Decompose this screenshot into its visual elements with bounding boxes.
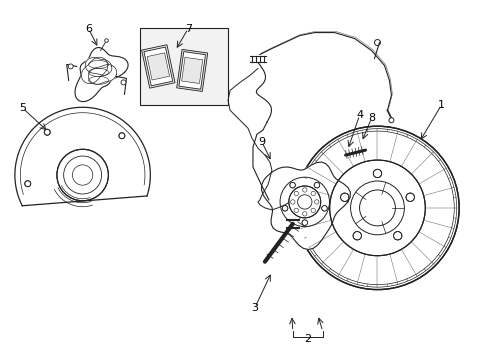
- Circle shape: [313, 183, 319, 188]
- Text: 7: 7: [184, 24, 191, 33]
- Circle shape: [104, 39, 108, 42]
- Circle shape: [405, 193, 413, 202]
- Circle shape: [340, 193, 348, 202]
- Text: 4: 4: [355, 110, 363, 120]
- Text: 1: 1: [437, 100, 444, 110]
- Text: 8: 8: [367, 113, 374, 123]
- Circle shape: [68, 64, 73, 69]
- Polygon shape: [261, 162, 349, 249]
- Polygon shape: [85, 58, 112, 75]
- Polygon shape: [88, 64, 116, 84]
- Circle shape: [121, 80, 126, 85]
- Circle shape: [57, 149, 108, 201]
- Text: 2: 2: [304, 334, 311, 345]
- Text: 9: 9: [258, 137, 265, 147]
- Text: 3: 3: [251, 302, 258, 312]
- Polygon shape: [181, 57, 203, 84]
- Circle shape: [321, 206, 326, 211]
- Circle shape: [295, 126, 458, 289]
- Polygon shape: [75, 48, 128, 102]
- Polygon shape: [15, 107, 150, 206]
- Circle shape: [289, 183, 295, 188]
- Circle shape: [44, 129, 50, 135]
- Polygon shape: [176, 49, 207, 91]
- Circle shape: [288, 186, 320, 218]
- Circle shape: [388, 118, 393, 123]
- Polygon shape: [142, 45, 175, 88]
- Circle shape: [393, 231, 401, 240]
- Polygon shape: [147, 53, 169, 80]
- Circle shape: [25, 181, 31, 187]
- Circle shape: [329, 160, 425, 256]
- Circle shape: [302, 220, 307, 225]
- Polygon shape: [179, 51, 205, 89]
- Circle shape: [119, 133, 124, 139]
- Circle shape: [372, 169, 381, 177]
- Polygon shape: [81, 57, 107, 84]
- Polygon shape: [143, 47, 172, 86]
- Text: 6: 6: [85, 24, 92, 33]
- Bar: [140, 28, 227, 105]
- Text: 5: 5: [20, 103, 26, 113]
- Circle shape: [282, 206, 287, 211]
- Circle shape: [352, 231, 361, 240]
